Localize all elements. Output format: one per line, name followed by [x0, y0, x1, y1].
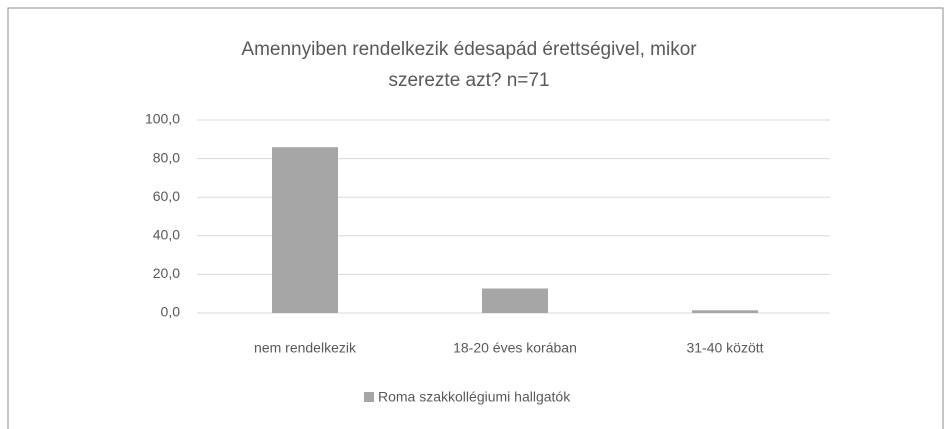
y-tick-label: 60,0: [153, 188, 180, 204]
x-tick-label: nem rendelkezik: [254, 340, 357, 356]
y-tick-label: 40,0: [153, 227, 180, 243]
x-tick-label: 18-20 éves korában: [453, 340, 577, 356]
bar: [272, 147, 338, 313]
y-tick-label: 0,0: [161, 304, 181, 320]
bar: [692, 310, 758, 313]
y-tick-label: 20,0: [153, 265, 180, 281]
y-tick-label: 80,0: [153, 149, 180, 165]
bar: [482, 288, 548, 313]
y-tick-label: 100,0: [145, 111, 180, 127]
legend-swatch: [364, 392, 374, 402]
legend-label: Roma szakkollégiumi hallgatók: [378, 389, 571, 405]
chart-title: Amennyiben rendelkezik édesapád érettség…: [241, 39, 697, 91]
x-tick-label: 31-40 között: [686, 340, 763, 356]
chart-frame: [7, 7, 944, 429]
